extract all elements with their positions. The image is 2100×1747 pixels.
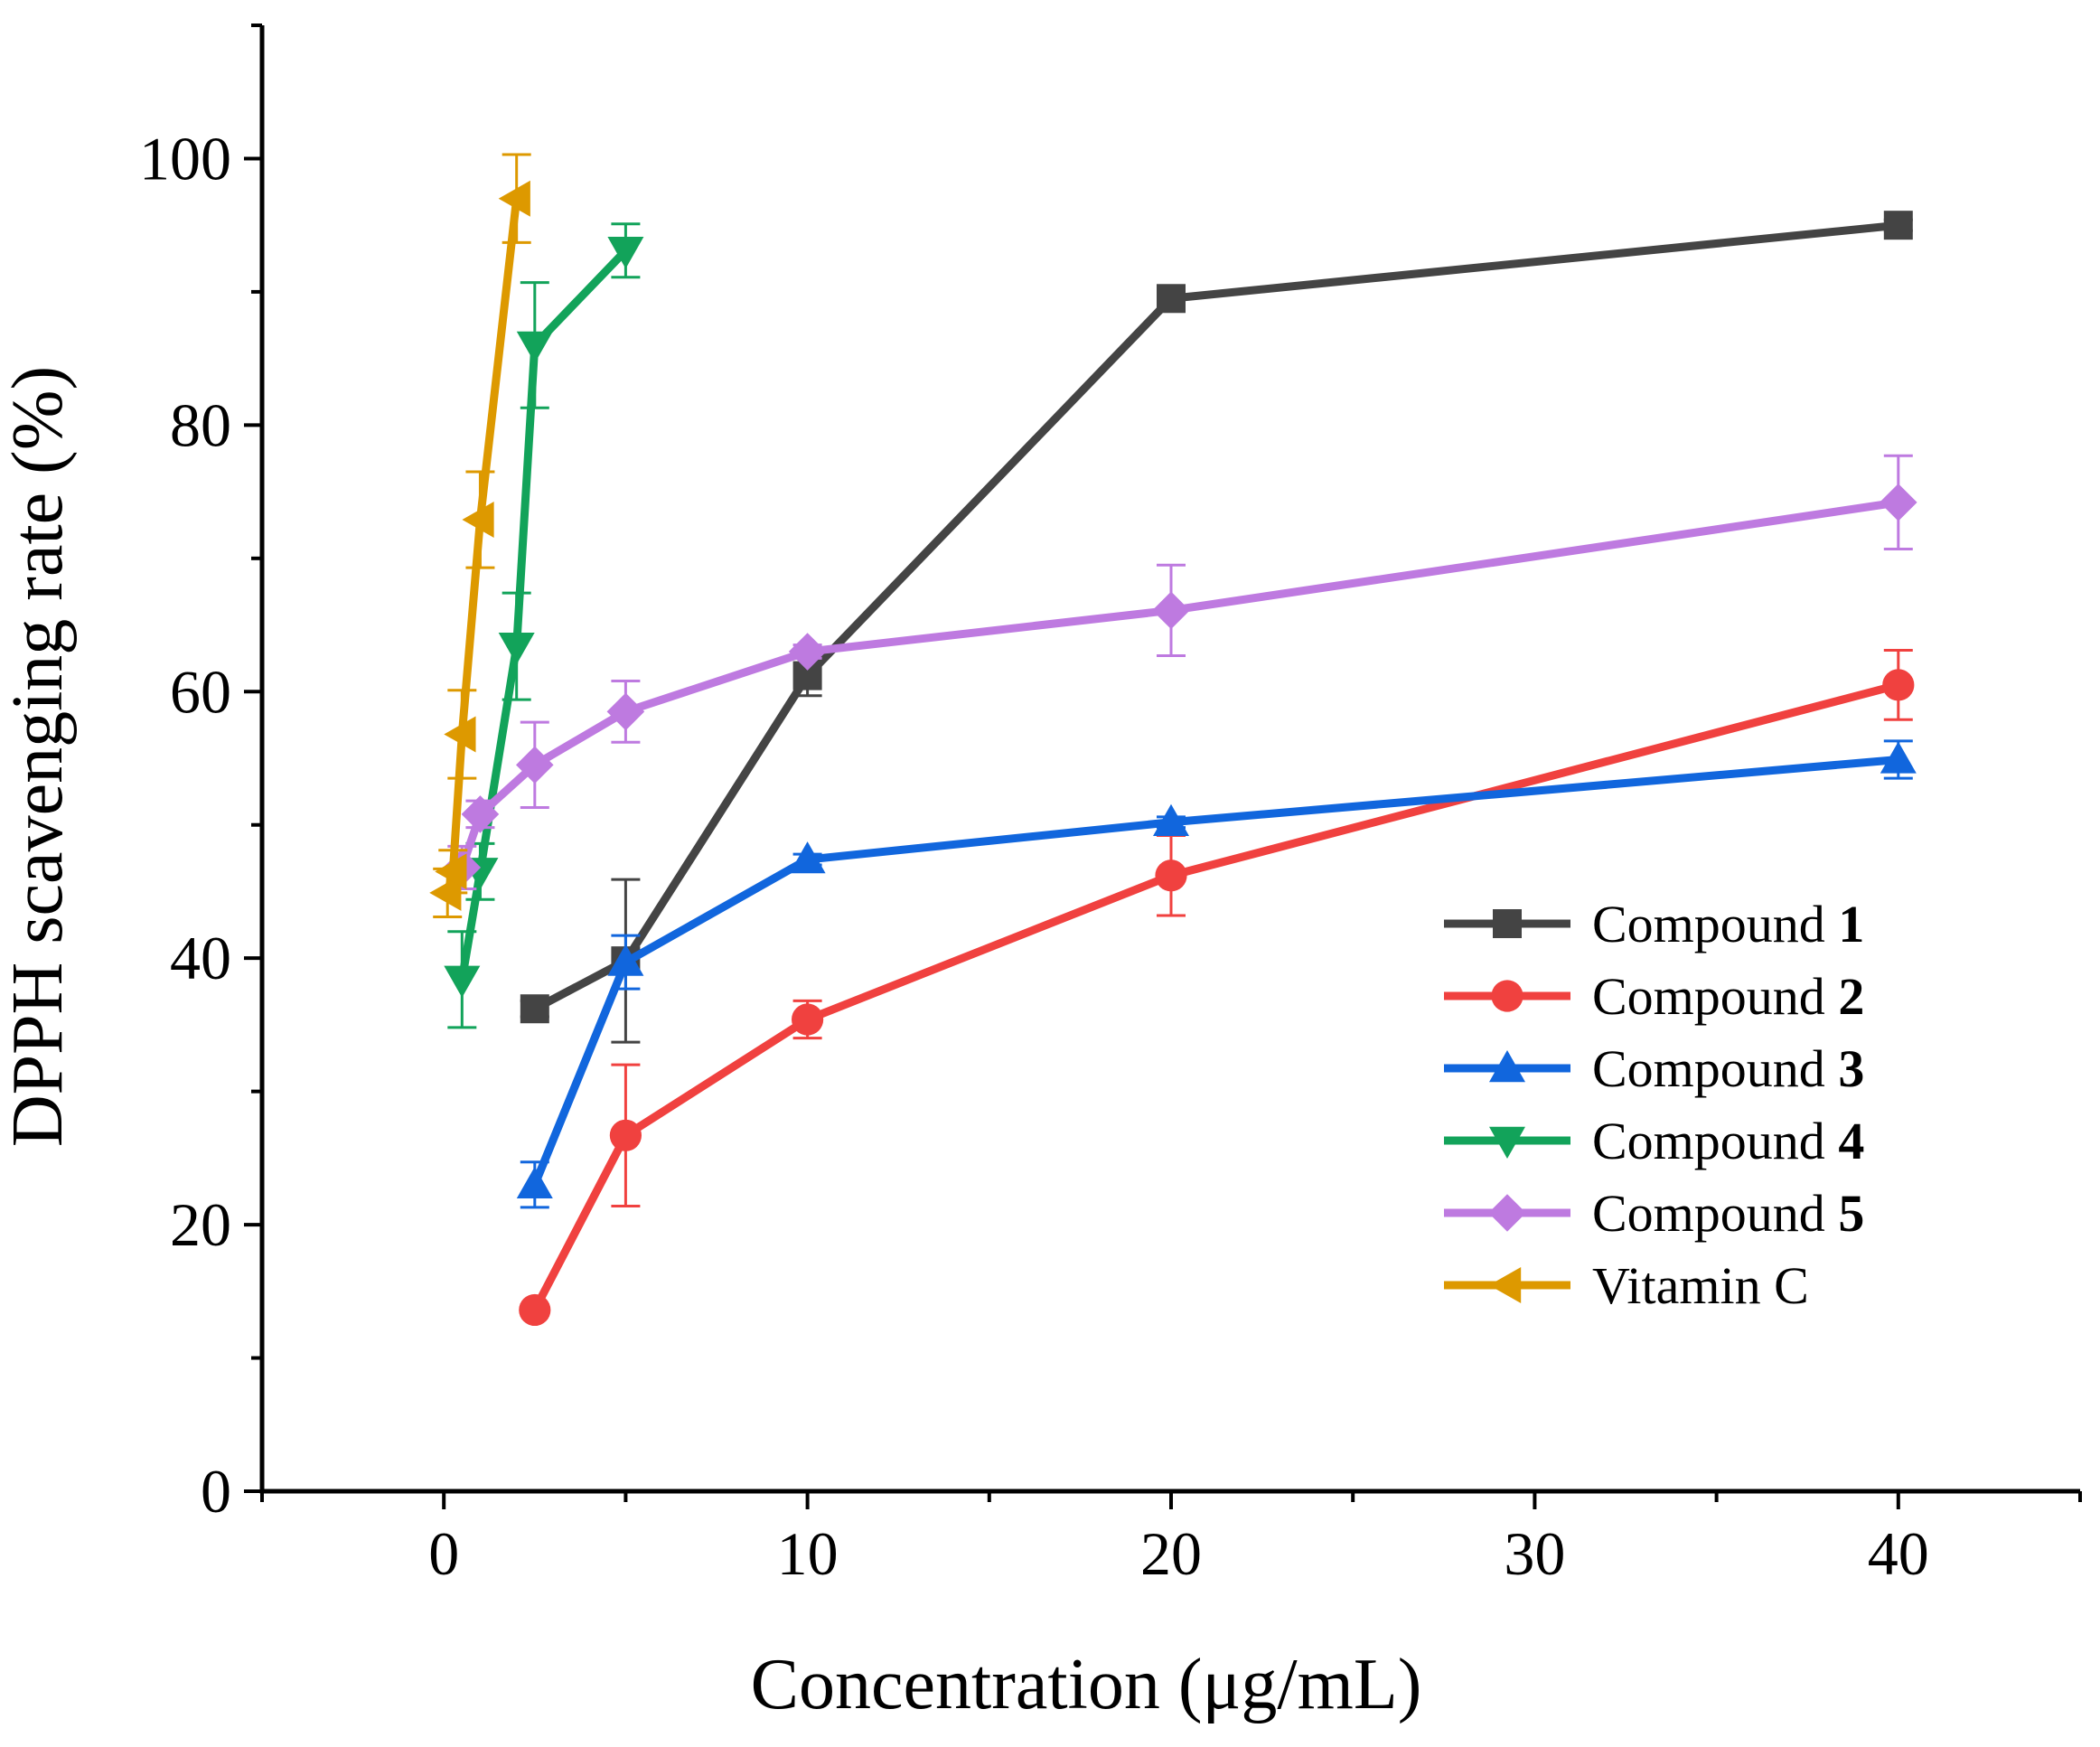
legend-label-text: Compound [1592,1112,1838,1170]
legend-marker [1488,1194,1526,1232]
legend-label-text: Compound [1592,895,1838,953]
data-point [444,716,476,753]
data-point [461,795,500,833]
legend-entry-3: Compound 3 [1444,1039,1864,1098]
series-4 [444,222,644,1029]
series-2 [519,649,1915,1327]
data-point [1155,859,1187,892]
legend-label-number: 3 [1838,1039,1864,1098]
legend-label-text: Compound [1592,1184,1838,1243]
legend-marker [1489,1050,1525,1083]
legend-entry-2: Compound 2 [1444,967,1864,1026]
legend-label: Compound 3 [1592,1039,1864,1098]
legend-label-number: 5 [1838,1184,1864,1243]
y-tick-label: 40 [170,924,231,992]
x-tick-label: 10 [777,1519,839,1588]
legend-label-number: 2 [1838,967,1864,1026]
legend-label: Compound 2 [1592,967,1864,1026]
legend-label-number: 1 [1838,895,1864,953]
series-3 [516,739,1917,1209]
legend-entry-4: Compound 4 [1444,1112,1864,1170]
data-point [444,965,481,998]
legend-label-text: Compound [1592,1039,1838,1098]
data-point [1153,803,1189,836]
data-point [606,692,645,731]
x-tick-label: 20 [1140,1519,1202,1588]
x-tick-label: 40 [1868,1519,1929,1588]
legend-entry-1: Compound 1 [1444,895,1864,953]
data-point [1880,741,1917,774]
data-point [609,1119,642,1151]
legend-label-text: Compound [1592,967,1838,1026]
data-point [520,994,549,1024]
y-tick-label: 80 [170,390,231,459]
legend-label: Compound 4 [1592,1112,1864,1170]
legend-label-text: Vitamin C [1592,1256,1809,1315]
data-point [516,1166,553,1199]
y-tick-label: 100 [139,124,231,193]
legend-label: Compound 1 [1592,895,1864,953]
data-point [516,746,554,784]
data-point [462,502,494,539]
data-point [1157,284,1186,314]
data-point [1152,591,1190,630]
data-point [1883,211,1913,240]
data-point [792,1003,824,1036]
x-tick-label: 30 [1504,1519,1565,1588]
data-point [429,874,462,911]
data-point [498,632,535,665]
axes: 0 20 40 60 80 100 0 10 20 30 40 [139,23,2082,1588]
data-point [1882,669,1915,701]
y-tick-label: 60 [170,657,231,726]
legend-label: Compound 5 [1592,1184,1864,1243]
series-layer [429,153,1917,1327]
legend-label-number: 4 [1838,1112,1864,1170]
legend-marker [1489,1126,1525,1159]
x-tick-label: 0 [428,1519,459,1588]
data-point [1880,484,1917,521]
series-6 [429,153,531,918]
data-point [498,180,530,217]
y-tick-label: 20 [170,1190,231,1259]
legend-entry-5: Compound 5 [1444,1184,1864,1243]
legend-label: Vitamin C [1592,1256,1809,1315]
data-point [519,1293,551,1327]
data-point [607,236,644,269]
data-point [789,841,826,874]
data-point [607,944,644,976]
series-1 [520,211,1913,1044]
data-point [788,633,827,671]
legend-marker [1489,1267,1522,1303]
y-axis-title: DPPH scavenging rate (%) [0,366,78,1147]
data-point [516,331,553,363]
data-point [435,853,467,890]
x-axis-title: Concentration (μg/mL) [751,1645,1422,1724]
legend-marker [1491,980,1523,1012]
legend-marker [1493,909,1522,938]
legend-entry-6: Vitamin C [1444,1256,1809,1315]
y-tick-label: 0 [201,1457,231,1526]
